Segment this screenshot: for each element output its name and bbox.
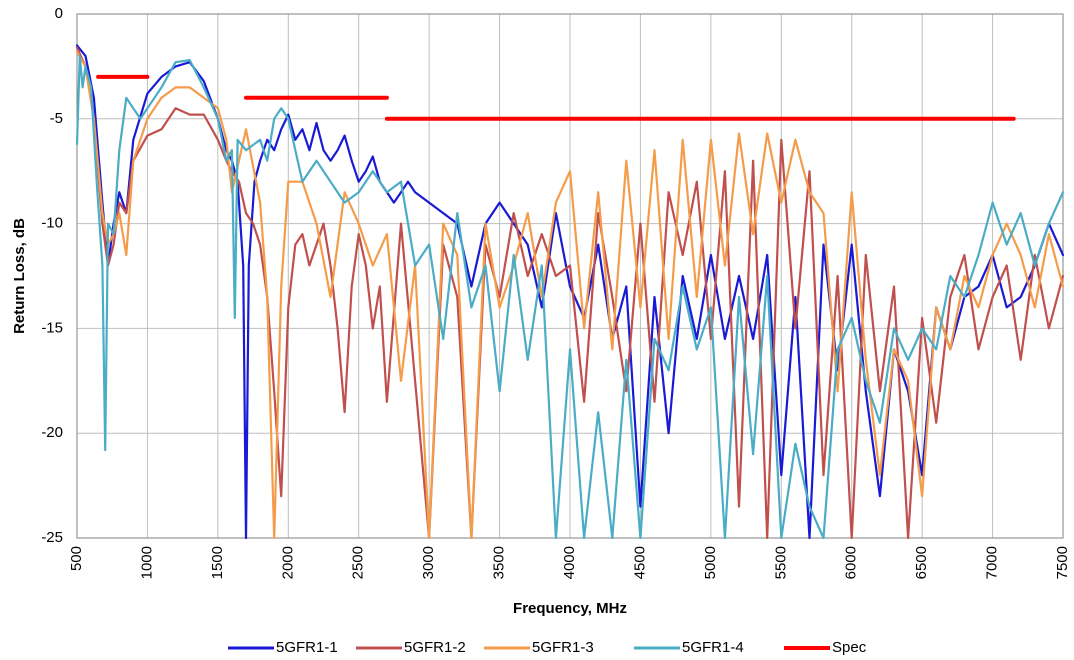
x-tick-label: 2000: [279, 546, 296, 579]
legend-item: Spec: [784, 639, 867, 656]
series-line: [75, 44, 1065, 540]
legend-item: 5GFR1-4: [634, 639, 744, 656]
legend-label: Spec: [832, 639, 867, 656]
x-tick-label: 6500: [913, 546, 930, 579]
series-Spec: [96, 74, 1016, 121]
x-axis-title: Frequency, MHz: [513, 600, 627, 617]
x-tick-label: 500: [68, 546, 85, 571]
x-tick-label: 1500: [209, 546, 226, 579]
legend-label: 5GFR1-3: [532, 639, 594, 656]
x-tick-label: 7500: [1054, 546, 1071, 579]
legend-item: 5GFR1-3: [484, 639, 594, 656]
series-line: [75, 54, 1065, 540]
series-line: [75, 46, 1065, 540]
series-5GFR1-3: [75, 50, 1065, 540]
x-tick-label: 4500: [631, 546, 648, 579]
y-axis-title: Return Loss, dB: [11, 218, 28, 334]
legend-item: 5GFR1-1: [228, 639, 338, 656]
x-tick-label: 5500: [772, 546, 789, 579]
y-tick-label: 0: [55, 5, 63, 22]
y-tick-label: -15: [41, 319, 63, 336]
x-tick-label: 3000: [420, 546, 437, 579]
legend: 5GFR1-1 5GFR1-2 5GFR1-3 5GFR1-4 Spec: [228, 639, 867, 656]
y-tick-label: -20: [41, 424, 63, 441]
x-tick-label: 4000: [561, 546, 578, 579]
x-tick-label: 5000: [702, 546, 719, 579]
x-tick-label: 1000: [138, 546, 155, 579]
x-tick-label: 2500: [350, 546, 367, 579]
series-5GFR1-4: [75, 54, 1065, 540]
legend-label: 5GFR1-1: [276, 639, 338, 656]
legend-item: 5GFR1-2: [356, 639, 466, 656]
x-tick-label: 7000: [984, 546, 1001, 579]
series-line: [75, 50, 1065, 540]
y-tick-label: -5: [50, 110, 63, 127]
y-tick-labels: 0 -5 -10 -15 -20 -25: [41, 5, 63, 546]
x-tick-labels: 500 1000 1500 2000 2500 3000 3500 4000 4500 5000 5…: [68, 546, 1071, 579]
y-tick-label: -10: [41, 215, 63, 232]
legend-label: 5GFR1-4: [682, 639, 744, 656]
y-tick-label: -25: [41, 529, 63, 546]
x-tick-label: 3500: [491, 546, 508, 579]
series-5GFR1-1: [75, 44, 1065, 540]
legend-label: 5GFR1-2: [404, 639, 466, 656]
x-tick-label: 6000: [843, 546, 860, 579]
series-layer: [75, 44, 1065, 540]
series-5GFR1-2: [75, 46, 1065, 540]
